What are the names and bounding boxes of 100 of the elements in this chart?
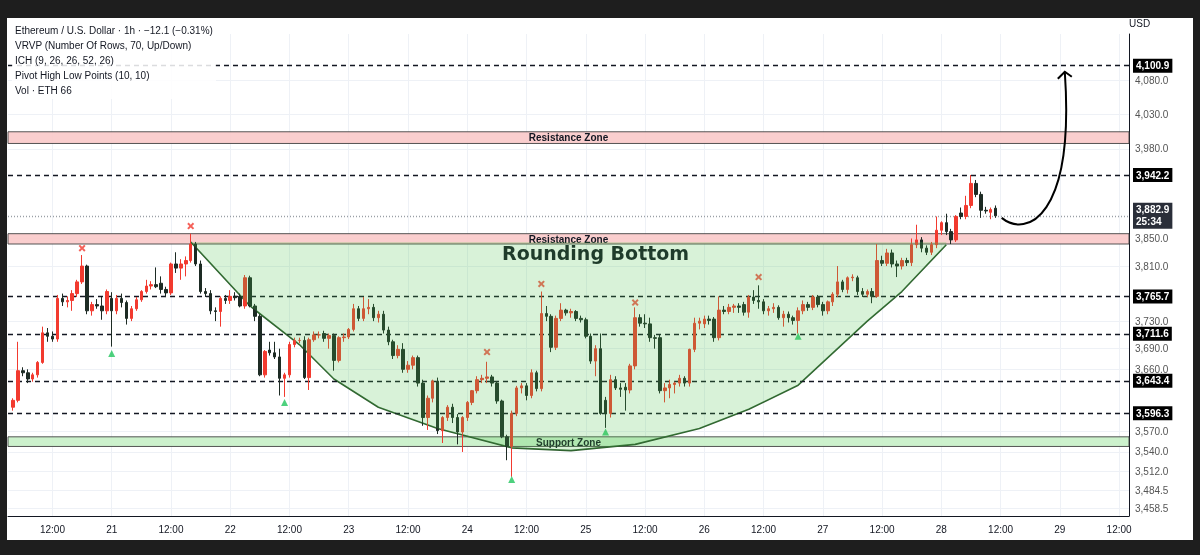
y-tick-label: 3,484.5 <box>1135 484 1169 496</box>
candlestick <box>149 280 153 290</box>
ref-line-label: 3,643.4 <box>1136 375 1170 387</box>
x-tick-label: 12:00 <box>869 523 896 535</box>
annotation: Pivot High Low Points (10, 10) <box>15 69 151 83</box>
x-tick-label: 12:00 <box>751 523 777 535</box>
x-tick-label: 27 <box>817 523 829 535</box>
candlestick <box>683 375 686 388</box>
candlestick <box>135 296 138 312</box>
candlestick <box>243 274 247 310</box>
candlestick <box>870 287 874 304</box>
y-tick-label: 3,690.0 <box>1135 343 1169 355</box>
candlestick <box>293 337 296 348</box>
candlestick <box>757 284 760 310</box>
x-tick-label: 12:00 <box>1106 523 1133 535</box>
candlestick <box>51 330 54 343</box>
x-tick-label: 25 <box>580 523 592 535</box>
candlestick <box>85 264 89 315</box>
candlestick <box>204 287 207 298</box>
candlestick <box>105 288 109 315</box>
candlestick <box>994 204 997 219</box>
y-tick-label: 4,030.0 <box>1135 109 1169 121</box>
candlestick <box>174 251 178 274</box>
candlestick <box>115 294 118 315</box>
y-tick-label: 3,810.0 <box>1135 260 1169 272</box>
candlestick <box>367 298 370 315</box>
candlestick <box>46 327 49 343</box>
x-tick-label: 26 <box>698 523 711 535</box>
candlestick <box>56 294 59 343</box>
y-tick-label: 3,980.0 <box>1135 143 1169 155</box>
candlestick <box>436 377 439 435</box>
candlestick <box>199 260 202 295</box>
candlestick <box>130 305 133 322</box>
candlestick <box>228 289 232 305</box>
candlestick <box>273 341 276 360</box>
band-label: Resistance Zone <box>528 233 609 245</box>
candlestick <box>209 289 212 315</box>
x-tick-label: 24 <box>461 523 474 535</box>
candlestick <box>219 295 222 328</box>
band-label: Support Zone <box>536 436 602 448</box>
candlestick <box>441 415 444 444</box>
x-tick-label: 12:00 <box>276 523 303 535</box>
candlestick <box>935 215 938 249</box>
candlestick <box>535 370 538 392</box>
candlestick <box>90 301 94 317</box>
y-axis-title: USD <box>1129 17 1151 29</box>
ref-line-label: 3,765.7 <box>1136 291 1170 303</box>
candlestick <box>36 360 39 379</box>
candlestick <box>851 273 854 282</box>
candlestick <box>31 372 34 383</box>
x-tick-label: 12:00 <box>395 523 421 535</box>
candlestick <box>278 348 281 396</box>
x-tick-label: 12:00 <box>632 523 658 535</box>
candlestick <box>752 289 755 305</box>
candlestick <box>772 302 775 314</box>
candlestick <box>194 241 197 267</box>
ref-line-label: 3,882.9 25:34 <box>1136 204 1170 228</box>
x-tick-label: 12:00 <box>514 523 540 535</box>
x-tick-label: 23 <box>343 523 355 535</box>
candlestick <box>915 224 918 249</box>
candlestick <box>604 396 607 429</box>
candlestick <box>224 294 227 305</box>
ref-line-label: 3,942.2 <box>1136 169 1170 181</box>
x-tick-label: 12:00 <box>988 523 1014 535</box>
candlestick <box>989 207 992 220</box>
y-tick-label: 3,660.0 <box>1135 363 1169 375</box>
x-tick-label: 12:00 <box>39 523 66 535</box>
ref-line-label: 3,596.3 <box>1136 407 1170 419</box>
y-tick-label: 3,512.0 <box>1135 465 1169 477</box>
y-tick-label: 3,570.0 <box>1135 425 1169 437</box>
y-tick-label: 3,540.0 <box>1135 446 1169 458</box>
x-tick-label: 12:00 <box>158 523 184 535</box>
candlestick <box>214 306 217 322</box>
candlestick <box>288 341 291 379</box>
candlestick <box>940 220 943 236</box>
ref-line-label: 3,711.6 <box>1136 328 1170 340</box>
candlestick <box>332 333 336 372</box>
candlestick <box>41 326 44 365</box>
candlestick <box>120 293 123 308</box>
candlestick <box>614 375 617 391</box>
candlestick <box>959 207 963 220</box>
x-tick-label: 28 <box>935 523 948 535</box>
band-label: Resistance Zone <box>528 131 609 143</box>
candlestick <box>920 236 923 253</box>
candlestick <box>263 349 267 379</box>
y-tick-label: 3,850.0 <box>1135 233 1169 245</box>
candlestick <box>283 372 286 398</box>
candlestick <box>722 305 726 315</box>
candlestick <box>61 293 64 307</box>
x-tick-label: 21 <box>106 523 118 535</box>
annotation: ICH (9, 26, 26, 52, 26) <box>15 54 115 68</box>
candlestick <box>303 335 306 380</box>
candlestick <box>673 381 676 394</box>
annotation: Vol · ETH 66 <box>15 84 73 98</box>
candlestick <box>569 308 573 319</box>
annotation: VRVP (Number Of Rows, 70, Up/Down) <box>15 39 193 53</box>
y-tick-label: 4,080.0 <box>1135 74 1169 86</box>
candlestick <box>140 289 143 303</box>
candlestick <box>954 214 958 243</box>
candlestick <box>125 299 128 326</box>
